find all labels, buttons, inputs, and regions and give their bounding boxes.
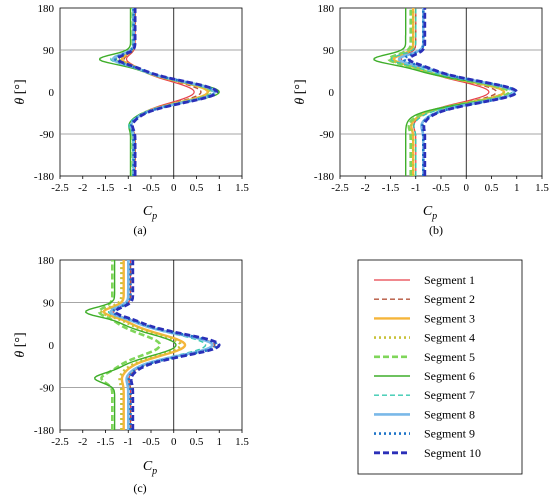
x-tick-label: 1.5	[535, 182, 549, 194]
y-tick-label: 180	[318, 3, 335, 15]
y-tick-label: 90	[43, 45, 55, 57]
x-tick-label: 0	[171, 436, 177, 448]
y-tick-label: 180	[38, 255, 55, 267]
x-tick-label: 1.5	[235, 182, 249, 194]
series-line-segment-6	[85, 260, 177, 430]
x-tick-label: -0.5	[432, 182, 450, 194]
x-tick-label: -2.5	[51, 182, 69, 194]
y-axis-label: θ [°]	[13, 332, 28, 357]
x-tick-label: 1	[217, 182, 223, 194]
x-tick-label: -1.5	[97, 436, 115, 448]
legend-label: Segment 7	[424, 388, 475, 402]
x-tick-label: 0	[171, 182, 177, 194]
y-tick-label: 0	[49, 340, 55, 352]
chart-panel-3: -2.5 -2 -1.5 -1 -0.5 0 0.5 1 1.5 180 90 0 -90 -180 Cp θ…	[13, 255, 249, 495]
legend-label: Segment 9	[424, 427, 475, 441]
series-line-segment-7	[110, 8, 214, 176]
x-tick-label: -2	[78, 182, 87, 194]
x-tick-label: -0.5	[142, 436, 160, 448]
y-tick-label: 0	[49, 87, 55, 99]
y-axis-label: θ [°]	[13, 79, 28, 104]
series-line-segment-10	[407, 8, 519, 176]
series-line-segment-9	[402, 8, 518, 176]
series-line-segment-10	[114, 260, 221, 430]
series-line-segment-3	[392, 8, 506, 176]
y-tick-label: -180	[34, 171, 55, 183]
series-line-segment-8	[111, 8, 216, 176]
y-tick-label: 90	[43, 298, 55, 310]
x-tick-label: 0.5	[485, 182, 499, 194]
legend-label: Segment 1	[424, 273, 475, 287]
y-tick-label: 90	[323, 45, 335, 57]
x-tick-label: 1	[217, 436, 223, 448]
x-axis-label: Cp	[143, 204, 157, 222]
legend-label: Segment 5	[424, 350, 475, 364]
series-line-segment-6	[99, 8, 220, 176]
plot-frame	[339, 7, 543, 177]
y-axis-label: θ [°]	[293, 79, 308, 104]
series-line-segment-10	[116, 8, 219, 176]
legend-box	[357, 259, 523, 475]
series-line-segment-1	[400, 8, 490, 176]
series-line-segment-1	[125, 8, 195, 176]
x-tick-label: 1	[514, 182, 520, 194]
series-line-segment-8	[109, 260, 214, 430]
x-tick-label: -2.5	[331, 182, 349, 194]
legend-label: Segment 6	[424, 369, 475, 383]
x-tick-label: -1.5	[97, 182, 115, 194]
series-line-segment-7	[390, 8, 513, 176]
x-tick-label: -2	[361, 182, 370, 194]
series-line-segment-4	[100, 260, 182, 430]
chart-panel-2: -2.5 -2 -1.5 -1 -0.5 0 0.5 1 1.5 180 90 0 -90 -180 Cp θ…	[293, 3, 549, 237]
x-tick-label: 1.5	[235, 436, 249, 448]
panel-label: (b)	[429, 223, 443, 237]
x-tick-label: 0.5	[190, 182, 204, 194]
y-tick-label: -180	[34, 425, 55, 437]
series-line-segment-3	[102, 260, 187, 430]
x-tick-label: -2.5	[51, 436, 69, 448]
series-line-segment-5	[97, 260, 162, 430]
y-tick-label: 180	[38, 3, 55, 15]
x-tick-label: 0.5	[190, 436, 204, 448]
x-tick-label: -1	[124, 182, 133, 194]
legend: Segment 1 Segment 2 Segment 3 Segment 4 Segm…	[357, 259, 523, 475]
legend-label: Segment 2	[424, 292, 475, 306]
x-tick-label: 0	[464, 182, 470, 194]
y-tick-label: 0	[329, 87, 335, 99]
legend-label: Segment 4	[424, 331, 475, 345]
series-line-segment-2	[110, 260, 216, 430]
y-tick-label: -90	[319, 129, 334, 141]
y-tick-label: -180	[314, 171, 335, 183]
x-tick-label: -2	[78, 436, 87, 448]
x-tick-label: -0.5	[142, 182, 160, 194]
chart-panel-1: -2.5 -2 -1.5 -1 -0.5 0 0.5 1 1.5 180 90 0 -90 -180 Cp θ…	[13, 3, 249, 237]
series-line-segment-6	[373, 8, 515, 176]
y-tick-label: -90	[39, 383, 54, 395]
series-line-segment-5	[387, 8, 511, 176]
x-axis-label: Cp	[143, 459, 157, 477]
x-tick-label: -1.5	[382, 182, 400, 194]
legend-label: Segment 8	[424, 407, 475, 421]
legend-label: Segment 10	[424, 446, 481, 460]
panel-label: (a)	[133, 223, 146, 237]
x-tick-label: -1	[411, 182, 420, 194]
series-line-segment-4	[390, 8, 506, 176]
x-tick-label: -1	[124, 436, 133, 448]
panel-label: (c)	[133, 481, 146, 495]
series-line-segment-2	[123, 8, 202, 176]
legend-label: Segment 3	[424, 311, 475, 325]
y-tick-label: -90	[39, 129, 54, 141]
x-axis-label: Cp	[423, 204, 437, 222]
